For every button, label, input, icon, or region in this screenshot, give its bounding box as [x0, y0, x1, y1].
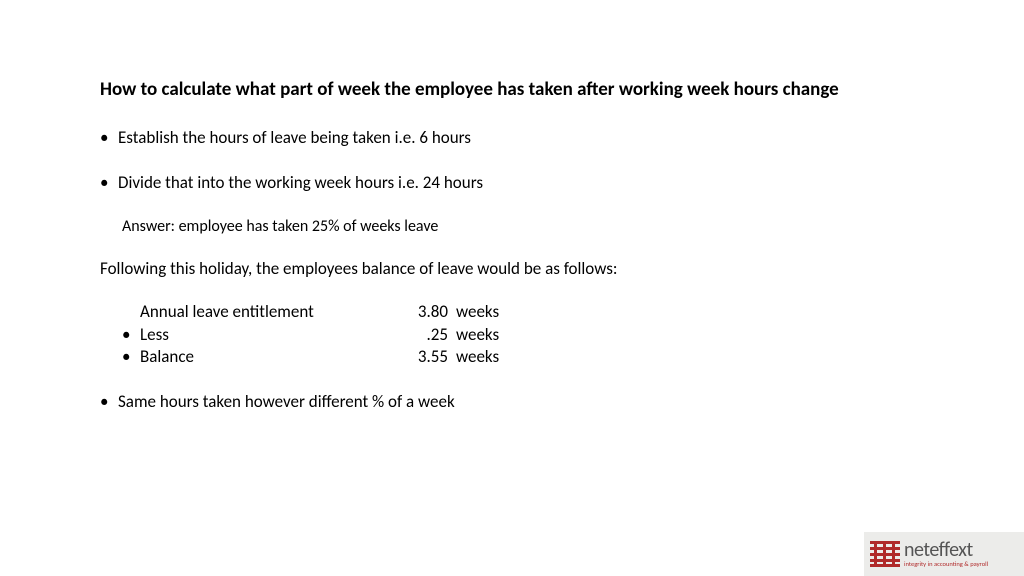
row-value: 3.55 — [392, 346, 448, 369]
row-label: Balance — [140, 346, 392, 369]
bullet-dot: • — [122, 324, 140, 347]
logo-text: neteffext integrity in accounting & payr… — [904, 540, 988, 568]
row-value: 3.80 — [392, 301, 448, 324]
table-row: Annual leave entitlement 3.80 weeks — [122, 301, 924, 324]
bullet-item: • Same hours taken however different % o… — [100, 391, 924, 414]
bullet-text: Establish the hours of leave being taken… — [118, 127, 471, 150]
slide: How to calculate what part of week the e… — [0, 0, 1024, 576]
bullet-text: Divide that into the working week hours … — [118, 172, 483, 195]
table-row: • Balance 3.55 weeks — [122, 346, 924, 369]
leave-table: Annual leave entitlement 3.80 weeks • Le… — [122, 301, 924, 370]
row-label: Annual leave entitlement — [140, 301, 392, 324]
row-unit: weeks — [448, 346, 499, 369]
slide-title: How to calculate what part of week the e… — [100, 78, 924, 103]
follow-text: Following this holiday, the employees ba… — [100, 258, 924, 279]
bullet-dot: • — [100, 127, 118, 150]
spacer — [122, 301, 140, 324]
row-value: .25 — [392, 324, 448, 347]
table-row: • Less .25 weeks — [122, 324, 924, 347]
row-unit: weeks — [448, 324, 499, 347]
logo-name: neteffext — [904, 540, 988, 560]
answer-text: Answer: employee has taken 25% of weeks … — [122, 217, 924, 236]
bullet-text: Same hours taken however different % of … — [118, 391, 455, 414]
bullet-item: • Divide that into the working week hour… — [100, 172, 924, 195]
brand-logo: neteffext integrity in accounting & payr… — [864, 532, 1024, 576]
logo-tagline: integrity in accounting & payroll — [904, 561, 988, 568]
bullet-dot: • — [100, 391, 118, 414]
logo-mark-icon — [870, 541, 900, 567]
row-unit: weeks — [448, 301, 499, 324]
bullet-item: • Establish the hours of leave being tak… — [100, 127, 924, 150]
row-label: Less — [140, 324, 392, 347]
bullet-dot: • — [100, 172, 118, 195]
bullet-dot: • — [122, 346, 140, 369]
